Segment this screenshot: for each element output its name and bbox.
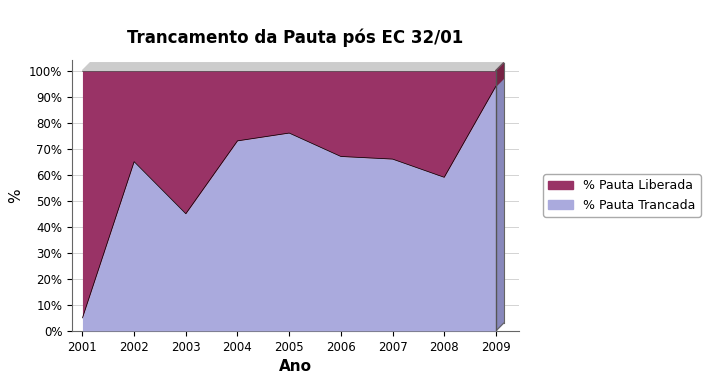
Polygon shape	[496, 78, 503, 331]
Polygon shape	[82, 63, 503, 71]
X-axis label: Ano: Ano	[279, 359, 312, 374]
Polygon shape	[496, 63, 503, 86]
Legend: % Pauta Liberada, % Pauta Trancada: % Pauta Liberada, % Pauta Trancada	[543, 174, 701, 217]
Title: Trancamento da Pauta pós EC 32/01: Trancamento da Pauta pós EC 32/01	[128, 29, 464, 47]
Y-axis label: %: %	[9, 188, 24, 203]
